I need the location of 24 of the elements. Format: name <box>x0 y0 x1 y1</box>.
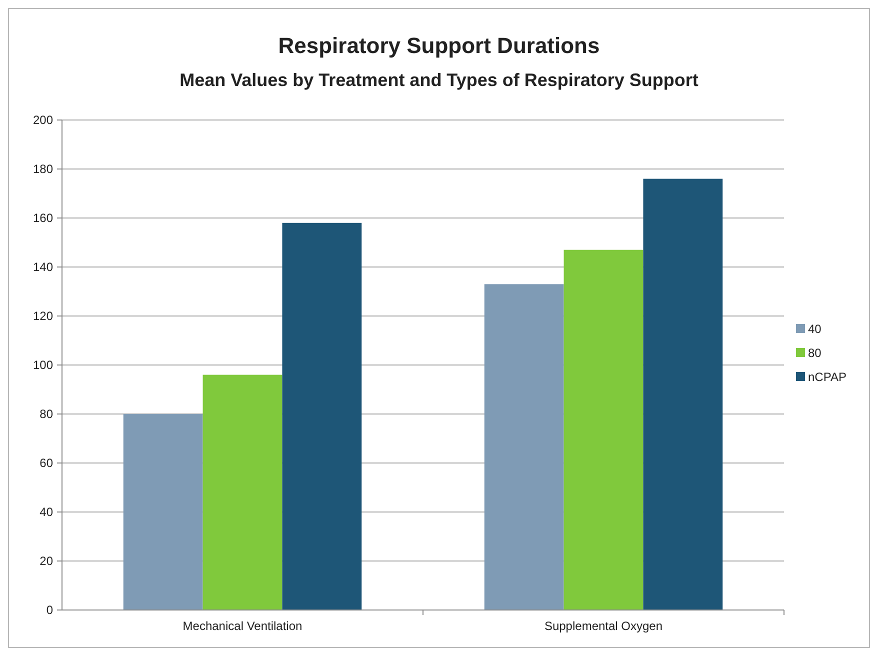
y-tick-label: 20 <box>40 554 54 568</box>
bar <box>564 250 644 610</box>
x-tick-label: Mechanical Ventilation <box>182 619 302 633</box>
y-tick-label: 80 <box>40 407 54 422</box>
chart-title: Respiratory Support Durations <box>278 33 600 58</box>
legend-label: 40 <box>808 322 822 336</box>
y-tick-label: 120 <box>32 309 54 324</box>
bar <box>643 178 723 610</box>
bar <box>123 414 203 610</box>
x-tick-label: Supplemental Oxygen <box>544 619 663 633</box>
bar <box>282 222 362 610</box>
y-tick-label: 160 <box>32 211 54 226</box>
y-tick-label: 60 <box>40 456 54 470</box>
legend-label: nCPAP <box>808 370 846 384</box>
y-tick-label: 100 <box>32 358 54 372</box>
y-tick-label: 40 <box>40 505 54 520</box>
y-tick-label: 180 <box>32 162 54 176</box>
chart-subtitle: Mean Values by Treatment and Types of Respiratory Support <box>180 70 698 90</box>
y-tick-label: 200 <box>32 113 54 128</box>
bar <box>202 374 282 610</box>
legend-label: 80 <box>808 346 822 360</box>
y-tick-label: 140 <box>32 260 54 274</box>
bar <box>484 284 564 610</box>
y-tick-label: 0 <box>46 603 54 618</box>
